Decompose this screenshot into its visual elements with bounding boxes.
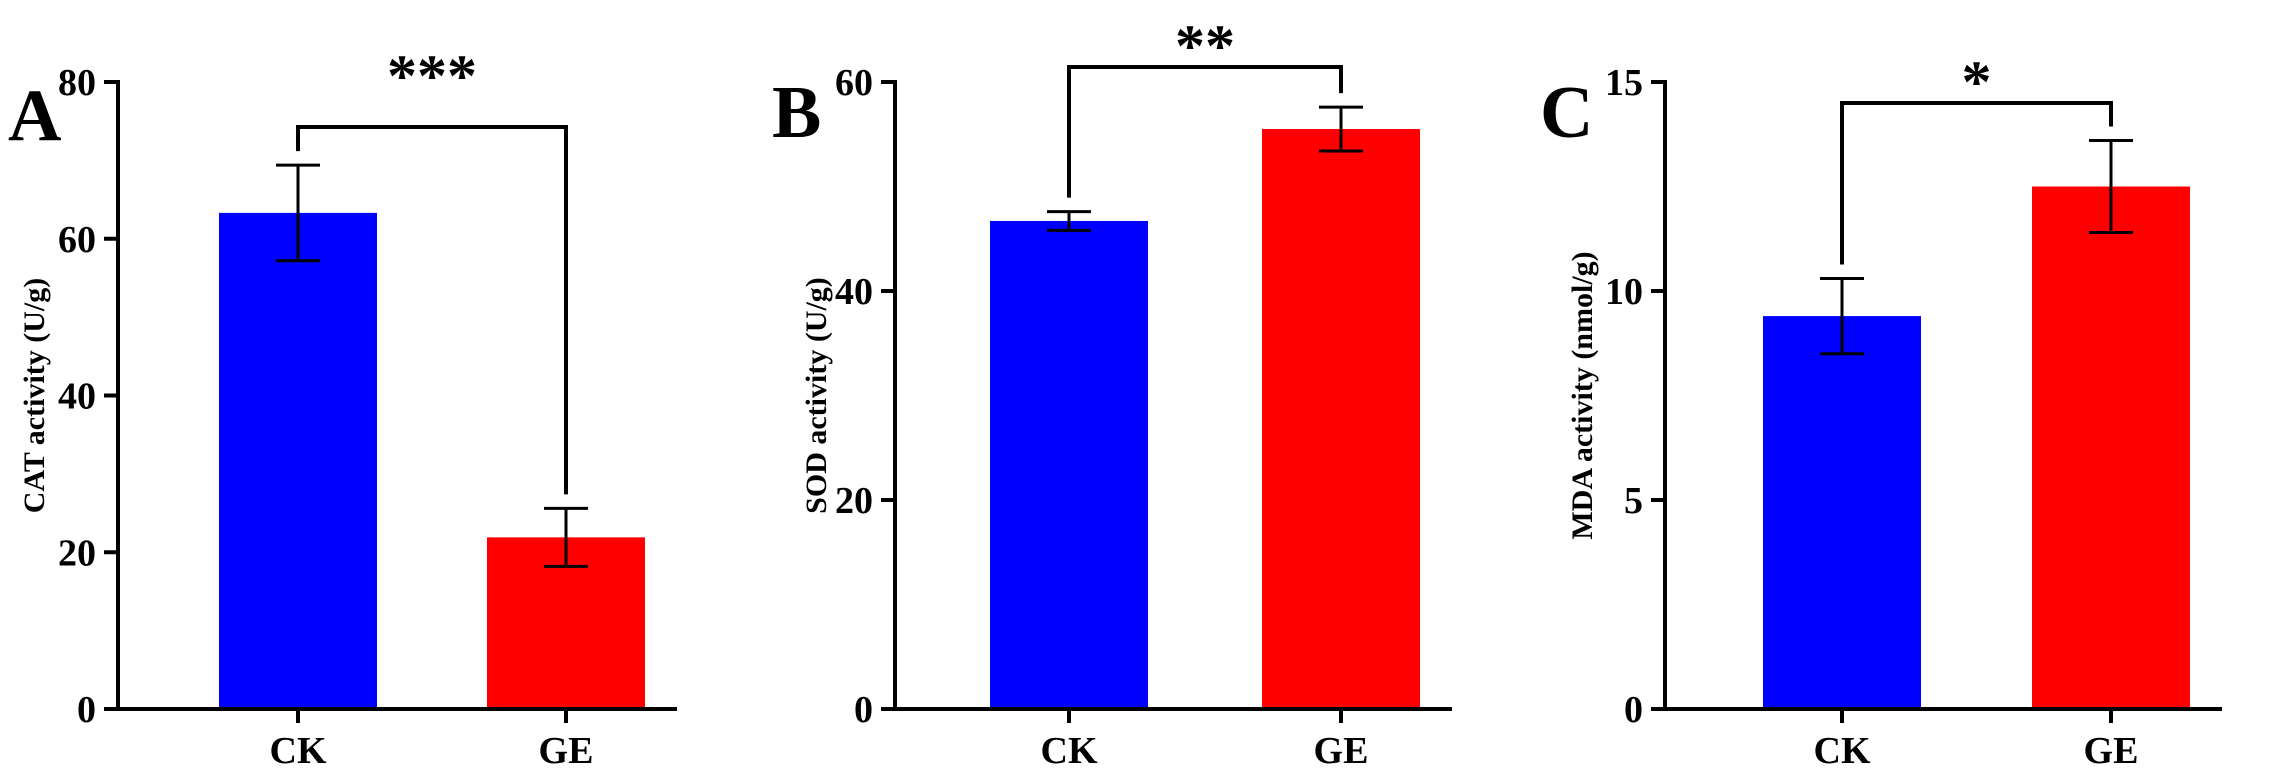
error-bar-ge [1319,105,1363,153]
y-tick-label: 10 [1605,271,1643,313]
y-tick-label: 0 [854,689,873,731]
x-category-label: GE [2084,730,2139,772]
x-category-label: GE [1314,730,1369,772]
y-axis-title: CAT activity (U/g) [18,278,51,514]
chart-panel-B: B 0 20 40 60 CK GE SOD activity (U/g) ** [772,13,1452,772]
axes [893,80,1452,711]
axes [1663,80,2222,711]
bar-ge [1262,129,1420,709]
error-bar-ck [1047,210,1091,232]
y-tick-label: 15 [1605,62,1643,104]
y-tick-label: 5 [1624,480,1643,522]
y-tick-label: 60 [58,219,96,261]
significance-bracket [1840,101,2113,265]
y-tick-label: 20 [58,532,96,574]
bar-ck [219,212,377,710]
panel-letter: B [772,72,821,154]
error-bar-ck [276,163,320,263]
panel-letter: C [1540,72,1593,154]
error-bar-ge [2089,139,2133,234]
error-bar-ck [1820,276,1864,356]
significance-label: ** [1175,13,1235,79]
significance-label: *** [387,43,477,109]
bar-ck [990,220,1148,710]
bar-ck [1763,316,1921,709]
panel-letter: A [8,75,61,157]
y-tick-label: 0 [1624,689,1643,731]
y-tick-label: 20 [835,480,873,522]
y-tick-label: 60 [835,62,873,104]
x-category-label: CK [1814,730,1871,772]
y-tick-label: 40 [835,271,873,313]
x-category-label: CK [270,730,327,772]
x-category-label: CK [1041,730,1098,772]
error-bar-ge [544,506,588,568]
chart-panel-A: A 0 20 40 60 80 CK GE CAT activity (U/g) *** [8,43,677,772]
x-category-label: GE [539,730,594,772]
y-tick-label: 80 [58,62,96,104]
significance-bracket [296,125,568,495]
significance-bracket [1067,65,1343,198]
y-tick-label: 0 [77,689,96,731]
y-tick-label: 40 [58,376,96,418]
chart-panel-C: C 0 5 10 15 CK GE MDA activity (nmol/g) * [1540,49,2222,772]
y-axis-title: MDA activity (nmol/g) [1566,251,1599,539]
y-axis-title: SOD activity (U/g) [800,277,833,514]
bar-ge [2032,186,2190,709]
significance-label: * [1962,49,1992,115]
